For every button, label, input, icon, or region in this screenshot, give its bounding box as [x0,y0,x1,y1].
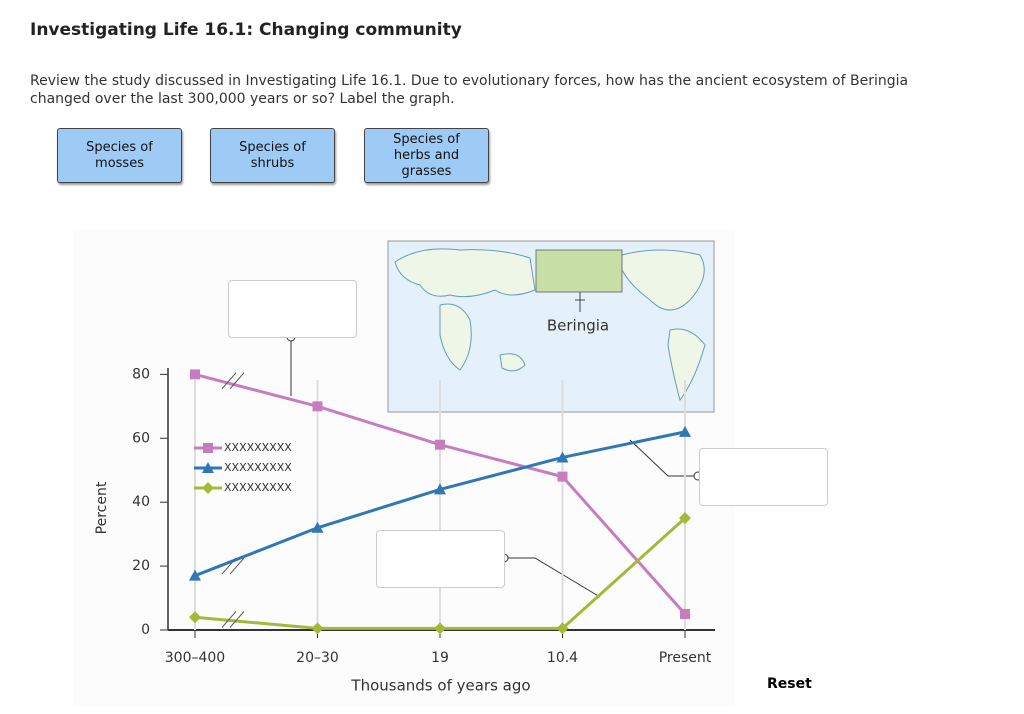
y-axis-label: Percent [94,481,110,534]
x-tick-label: 10.4 [547,650,578,666]
prompt: Review the study discussed in Investigat… [30,73,909,107]
reset-button[interactable]: Reset [767,676,812,692]
x-tick-label: Present [659,650,712,666]
label-chip[interactable]: Species of herbs and grasses [364,128,489,183]
x-tick-label: 300–400 [165,650,225,666]
marker [680,609,690,620]
axis-break [221,557,245,575]
marker [189,611,201,624]
y-tick-label: 80 [132,366,150,382]
y-tick-label: 0 [141,622,150,638]
marker [435,439,445,450]
drop-zone[interactable] [376,530,505,588]
drop-zone[interactable] [228,280,357,338]
marker [434,483,446,495]
marker [202,482,214,494]
y-tick-label: 40 [132,494,150,510]
marker [312,401,323,412]
x-axis-label: Thousands of years ago [350,677,530,695]
title: Investigating Life 16.1: Changing commun… [30,20,462,40]
marker [557,471,568,482]
x-tick-label: 19 [431,650,449,666]
marker [556,622,569,635]
marker [679,425,691,437]
axis-break [221,611,245,628]
y-tick-label: 60 [132,430,150,446]
map-inset: Beringia [387,240,715,413]
marker [203,443,213,453]
marker [556,451,569,463]
y-tick-label: 20 [132,558,150,574]
map-label: Beringia [547,317,609,335]
marker [679,512,691,525]
drop-zone[interactable] [699,448,828,506]
label-chip[interactable]: Species of shrubs [210,128,335,183]
marker [202,462,214,473]
marker [311,521,324,533]
marker [434,622,446,635]
axis-break [221,372,245,390]
marker [311,622,324,635]
legend-label: XXXXXXXXX [224,461,292,474]
legend-label: XXXXXXXXX [224,441,292,454]
legend-label: XXXXXXXXX [224,481,292,494]
marker [190,369,200,380]
x-tick-label: 20–30 [296,650,339,666]
label-chip[interactable]: Species of mosses [57,128,182,183]
marker [189,569,201,581]
